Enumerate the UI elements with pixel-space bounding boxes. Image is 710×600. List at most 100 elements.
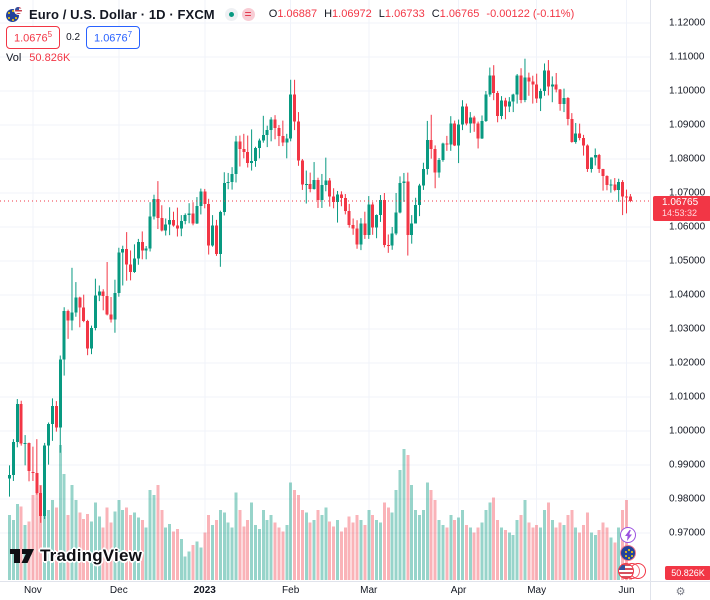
candle-body[interactable] [542,70,546,91]
candle-body[interactable] [175,225,179,229]
candle-body[interactable] [582,137,586,146]
volume-bar[interactable] [281,531,285,580]
volume-bar[interactable] [8,515,11,580]
volume-bar[interactable] [211,525,215,580]
candle-body[interactable] [183,215,187,221]
volume-bar[interactable] [394,490,398,580]
volume-bar[interactable] [218,510,222,580]
candle-body[interactable] [156,198,160,218]
volume-bar[interactable] [179,538,183,580]
candle-body[interactable] [27,442,31,472]
volume-bar[interactable] [316,510,320,580]
candle-body[interactable] [496,93,500,116]
candle-body[interactable] [35,473,39,494]
settings-gear-icon[interactable]: ⚙ [675,586,686,598]
candle-body[interactable] [132,258,136,272]
candle-body[interactable] [74,297,78,313]
volume-bar[interactable] [496,520,500,580]
candle-body[interactable] [457,124,461,146]
volume-bar[interactable] [164,527,168,581]
candle-body[interactable] [82,307,86,321]
candle-body[interactable] [58,359,62,428]
volume-bar[interactable] [70,485,74,580]
volume-bar[interactable] [523,500,527,580]
candle-body[interactable] [250,161,254,164]
volume-bar[interactable] [254,525,258,580]
candle-body[interactable] [19,403,23,444]
volume-bar[interactable] [320,515,324,580]
candle-body[interactable] [218,212,222,254]
volume-bar[interactable] [449,515,453,580]
candle-body[interactable] [328,180,332,197]
candle-body[interactable] [339,194,343,198]
candle-body[interactable] [378,199,382,216]
tradingview-watermark[interactable]: TradingView [9,546,142,566]
volume-bar[interactable] [511,535,515,580]
sell-price-button[interactable]: 1.06765 [6,26,61,49]
candle-body[interactable] [562,97,566,104]
candle-body[interactable] [390,233,394,246]
volume-bar[interactable] [172,531,176,580]
candle-body[interactable] [425,139,429,170]
candle-body[interactable] [410,223,414,235]
volume-bar[interactable] [328,521,332,580]
volume-bar[interactable] [144,527,148,581]
volume-bar[interactable] [125,507,129,581]
volume-bar[interactable] [230,527,234,581]
volume-bar[interactable] [242,526,246,580]
volume-bar[interactable] [386,507,390,581]
candle-body[interactable] [382,199,386,246]
volume-bar[interactable] [54,507,58,581]
volume-bar[interactable] [90,521,94,580]
volume-bar[interactable] [429,490,433,580]
candle-body[interactable] [402,181,406,183]
candle-body[interactable] [43,445,47,516]
candle-body[interactable] [125,249,129,265]
volume-bar[interactable] [410,485,414,580]
volume-bar[interactable] [375,520,379,580]
candle-body[interactable] [234,141,238,174]
candle-body[interactable] [308,183,312,189]
candle-body[interactable] [628,196,632,202]
time-axis[interactable]: Nov Dec 2023 Feb Mar Apr May Jun [0,581,650,600]
candle-body[interactable] [570,119,574,142]
candle-body[interactable] [281,136,285,143]
candle-body[interactable] [300,160,304,185]
volume-bar[interactable] [152,495,156,580]
candle-body[interactable] [597,154,601,170]
candle-body[interactable] [222,182,226,213]
volume-bar[interactable] [558,522,562,581]
volume-bar[interactable] [15,503,19,580]
candle-body[interactable] [441,143,445,161]
volume-bar[interactable] [601,522,605,581]
volume-bar[interactable] [476,527,480,581]
candle-body[interactable] [464,106,468,124]
volume-bar[interactable] [113,511,117,580]
volume-bar[interactable] [457,517,461,581]
volume-bar[interactable] [97,516,101,580]
volume-bar[interactable] [574,527,578,581]
candle-body[interactable] [418,185,422,205]
candle-body[interactable] [601,169,605,176]
price-axis[interactable]: 1.06765 14:53:32 50.826K 1.12000 1.11000 1… [650,0,710,581]
candle-body[interactable] [347,211,351,225]
volume-bar[interactable] [43,467,47,581]
candle-body[interactable] [500,100,504,116]
volume-bar[interactable] [289,482,293,581]
candle-body[interactable] [316,180,320,201]
volume-bar[interactable] [47,510,51,580]
candle-body[interactable] [519,75,523,101]
candle-body[interactable] [593,154,597,158]
volume-bar[interactable] [542,510,546,580]
candle-body[interactable] [140,241,144,251]
volume-bar[interactable] [148,490,152,580]
volume-bar[interactable] [468,527,472,581]
volume-bar[interactable] [121,510,125,580]
candle-body[interactable] [343,197,347,212]
candle-body[interactable] [503,100,507,107]
volume-bar[interactable] [109,522,113,581]
candle-body[interactable] [199,191,203,206]
candle-body[interactable] [386,245,390,247]
volume-bar[interactable] [519,515,523,580]
volume-bar[interactable] [582,525,586,580]
